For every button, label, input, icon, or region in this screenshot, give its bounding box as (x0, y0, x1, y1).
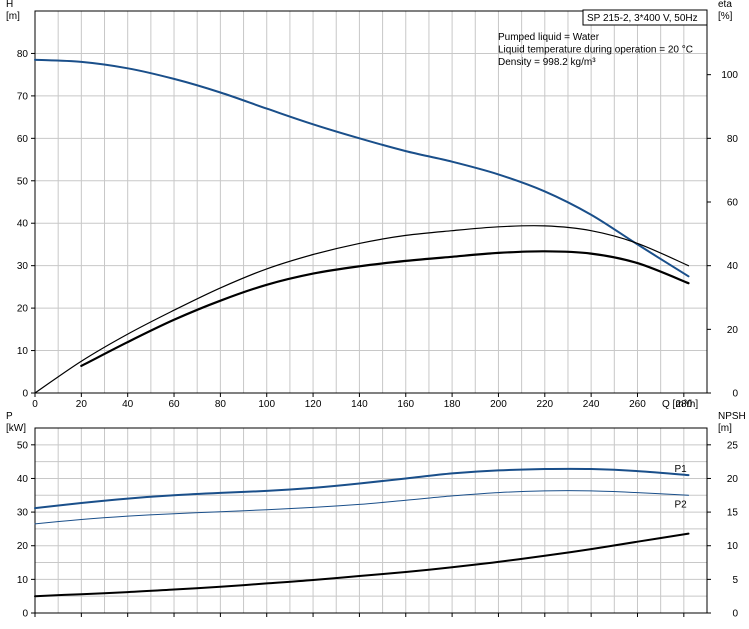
y-left-tick-label: 30 (17, 508, 29, 519)
power-npsh-panel: 0 10 20 30 40 50 0 5 10 15 20 25 P[kW] NPSH[m] P1 P2 (6, 411, 746, 620)
y-left-tick-label: 20 (17, 304, 29, 315)
series-label-p2: P2 (674, 499, 687, 510)
x-tick-label: 240 (583, 399, 600, 410)
y-left-tick-label: 60 (17, 134, 29, 145)
series-line-1 (34, 225, 690, 394)
y-right-tick-label: 10 (727, 541, 739, 552)
y-right-tick-label: 0 (732, 609, 738, 620)
y-left-tick-label: 50 (17, 176, 29, 187)
liquid-info-line: Liquid temperature during operation = 20… (498, 45, 693, 56)
y-left-axis-title: P (6, 411, 13, 422)
y-left-axis-title: [kW] (6, 423, 26, 434)
series-line-0 (34, 58, 690, 278)
series-line-2 (80, 250, 690, 367)
y-left-axis-title: H (6, 0, 13, 10)
y-left-tick-label: 20 (17, 541, 29, 552)
y-right-axis-title: NPSH (718, 411, 746, 422)
y-right-tick-label: 25 (727, 440, 739, 451)
y-left-tick-label: 40 (17, 474, 29, 485)
y-left-tick-label: 0 (22, 389, 28, 400)
y-right-tick-label: 80 (727, 134, 739, 145)
y-right-tick-label: 100 (721, 70, 738, 81)
x-tick-label: 100 (258, 399, 275, 410)
y-right-tick-label: 60 (727, 198, 739, 209)
y-right-axis-title: [m] (718, 423, 732, 434)
x-tick-label: 0 (32, 399, 38, 410)
y-right-axis-title: [%] (718, 11, 733, 22)
y-right-tick-label: 5 (732, 575, 738, 586)
head-efficiency-panel: 0 10 20 30 40 50 60 70 80 0 20 40 60 80 100 H[m] eta[%] 0… (6, 0, 738, 410)
series-line-p1 (34, 467, 690, 510)
y-left-axis-title: [m] (6, 11, 20, 22)
y-left-tick-label: 40 (17, 219, 29, 230)
x-tick-label: 160 (397, 399, 414, 410)
series-line-2 (34, 532, 690, 598)
series-label-p1: P1 (674, 464, 687, 475)
x-tick-label: 180 (444, 399, 461, 410)
x-tick-label: 120 (305, 399, 322, 410)
model-info-box (582, 9, 708, 26)
x-tick-label: 80 (215, 399, 227, 410)
x-axis-title: Q [m³/h] (662, 399, 698, 410)
x-tick-label: 60 (168, 399, 180, 410)
y-left-tick-label: 10 (17, 575, 29, 586)
x-tick-label: 40 (122, 399, 134, 410)
x-tick-label: 140 (351, 399, 368, 410)
x-tick-label: 220 (536, 399, 553, 410)
y-right-tick-label: 40 (727, 261, 739, 272)
liquid-info-line: Pumped liquid = Water (498, 32, 600, 43)
x-tick-label: 200 (490, 399, 507, 410)
x-tick-label: 280 (675, 399, 692, 410)
y-right-tick-label: 0 (732, 389, 738, 400)
y-right-tick-label: 20 (727, 474, 739, 485)
y-left-tick-label: 30 (17, 261, 29, 272)
y-left-tick-label: 10 (17, 346, 29, 357)
liquid-info-line: Density = 998.2 kg/m³ (498, 57, 596, 68)
plot-frame (34, 427, 708, 614)
x-tick-label: 260 (629, 399, 646, 410)
y-right-axis-title: eta (718, 0, 732, 10)
y-left-tick-label: 70 (17, 91, 29, 102)
y-left-tick-label: 0 (22, 609, 28, 620)
y-right-tick-label: 15 (727, 508, 739, 519)
y-right-tick-label: 20 (727, 325, 739, 336)
y-left-tick-label: 80 (17, 49, 29, 60)
plot-frame (34, 10, 708, 394)
y-left-tick-label: 50 (17, 440, 29, 451)
x-tick-label: 20 (76, 399, 88, 410)
model-info-text: SP 215-2, 3*400 V, 50Hz (587, 13, 698, 24)
series-line-p2 (34, 490, 689, 525)
